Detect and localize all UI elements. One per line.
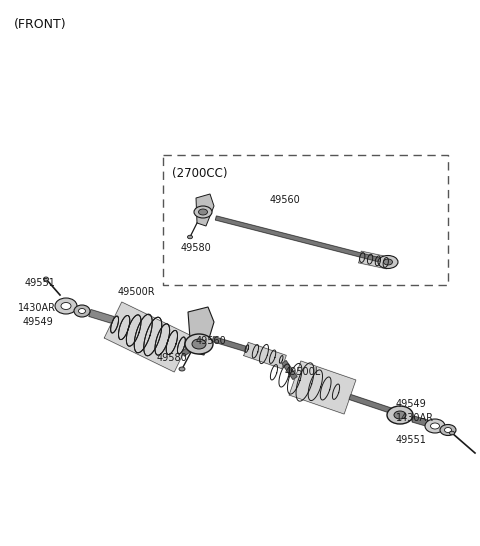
Text: 49560: 49560 — [196, 336, 227, 346]
Ellipse shape — [431, 423, 440, 429]
Ellipse shape — [44, 277, 48, 281]
Polygon shape — [349, 395, 399, 416]
Ellipse shape — [188, 235, 192, 239]
Text: (FRONT): (FRONT) — [14, 18, 67, 31]
Ellipse shape — [55, 298, 77, 314]
Polygon shape — [104, 302, 192, 372]
Polygon shape — [289, 361, 356, 414]
Polygon shape — [89, 310, 114, 323]
Text: 49500R: 49500R — [118, 287, 156, 297]
Ellipse shape — [449, 431, 455, 435]
Ellipse shape — [378, 256, 398, 269]
Text: 49580: 49580 — [181, 243, 212, 253]
Ellipse shape — [74, 305, 90, 317]
Ellipse shape — [199, 209, 207, 215]
Text: 49560: 49560 — [270, 195, 301, 205]
Text: 49551: 49551 — [25, 278, 56, 288]
Polygon shape — [216, 216, 381, 262]
Ellipse shape — [425, 419, 445, 433]
Text: 1430AR: 1430AR — [18, 303, 56, 313]
Ellipse shape — [79, 308, 85, 313]
Text: 1430AR: 1430AR — [396, 413, 434, 423]
Polygon shape — [412, 416, 431, 427]
Polygon shape — [188, 307, 214, 355]
Polygon shape — [196, 194, 214, 226]
Ellipse shape — [61, 302, 71, 310]
Text: (2700CC): (2700CC) — [172, 167, 228, 180]
Ellipse shape — [394, 411, 406, 419]
Ellipse shape — [444, 428, 452, 432]
Polygon shape — [282, 360, 297, 379]
Text: 49551: 49551 — [396, 435, 427, 445]
Polygon shape — [244, 342, 286, 369]
Ellipse shape — [387, 406, 413, 424]
Polygon shape — [359, 251, 389, 269]
Polygon shape — [181, 343, 196, 356]
Text: 49580: 49580 — [157, 353, 188, 363]
Ellipse shape — [185, 334, 213, 354]
Ellipse shape — [440, 424, 456, 436]
Text: 49500L: 49500L — [285, 367, 321, 377]
Ellipse shape — [192, 339, 206, 349]
Ellipse shape — [179, 367, 185, 371]
Text: 49549: 49549 — [396, 399, 427, 409]
Ellipse shape — [384, 259, 393, 265]
Text: 49549: 49549 — [23, 317, 54, 327]
Polygon shape — [212, 336, 247, 352]
Ellipse shape — [194, 206, 212, 218]
